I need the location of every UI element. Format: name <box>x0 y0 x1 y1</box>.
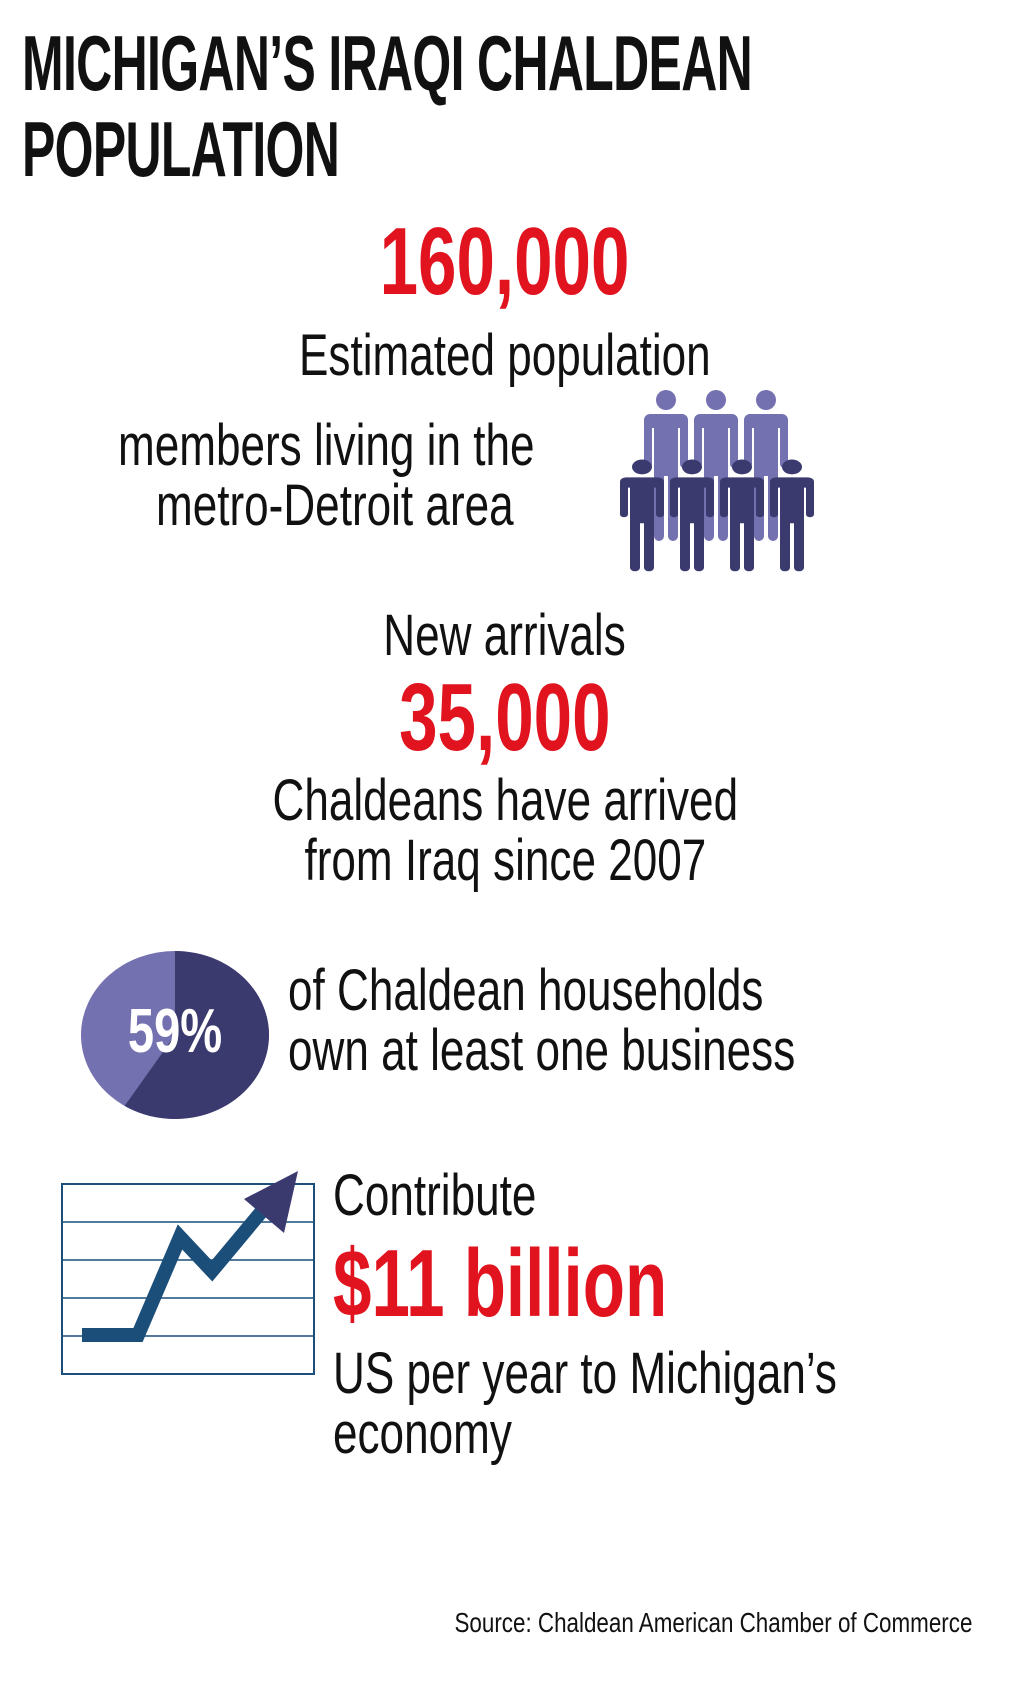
title-line-2: POPULATION <box>22 105 340 193</box>
rising-line-chart-icon <box>61 1171 315 1375</box>
title-line-1: MICHIGAN’S IRAQI CHALDEAN <box>22 19 753 107</box>
arrivals-text-line-1: Chaldeans have arrived <box>272 768 738 833</box>
pie-chart-icon <box>81 951 270 1119</box>
business-percent: 59% <box>127 997 223 1066</box>
page-title: MICHIGAN’S IRAQI CHALDEAN POPULATION <box>22 20 982 192</box>
economy-text-line-1: Contribute <box>333 1163 537 1228</box>
population-value: 160,000 <box>380 208 630 315</box>
population-text-line-2: members living in the <box>118 413 535 478</box>
trend-arrow-head <box>244 1171 298 1233</box>
arrivals-heading: New arrivals <box>383 603 627 668</box>
population-text-line-1: Estimated population <box>299 323 711 388</box>
arrivals-value: 35,000 <box>399 664 611 771</box>
business-text-line-2: own at least one business <box>288 1018 796 1083</box>
source-note: Source: Chaldean American Chamber of Com… <box>454 1607 972 1638</box>
pie-value-slice <box>124 951 270 1119</box>
business-text-line-1: of Chaldean households <box>288 958 764 1023</box>
population-text-line-3: metro-Detroit area <box>156 473 514 538</box>
people-group-icon <box>620 390 814 572</box>
economy-value: $11 billion <box>333 1230 668 1337</box>
economy-text-line-3: economy <box>333 1401 512 1466</box>
economy-text-line-2: US per year to Michigan’s <box>333 1341 837 1406</box>
arrivals-text-line-2: from Iraq since 2007 <box>304 828 706 893</box>
trend-line <box>82 1206 268 1342</box>
